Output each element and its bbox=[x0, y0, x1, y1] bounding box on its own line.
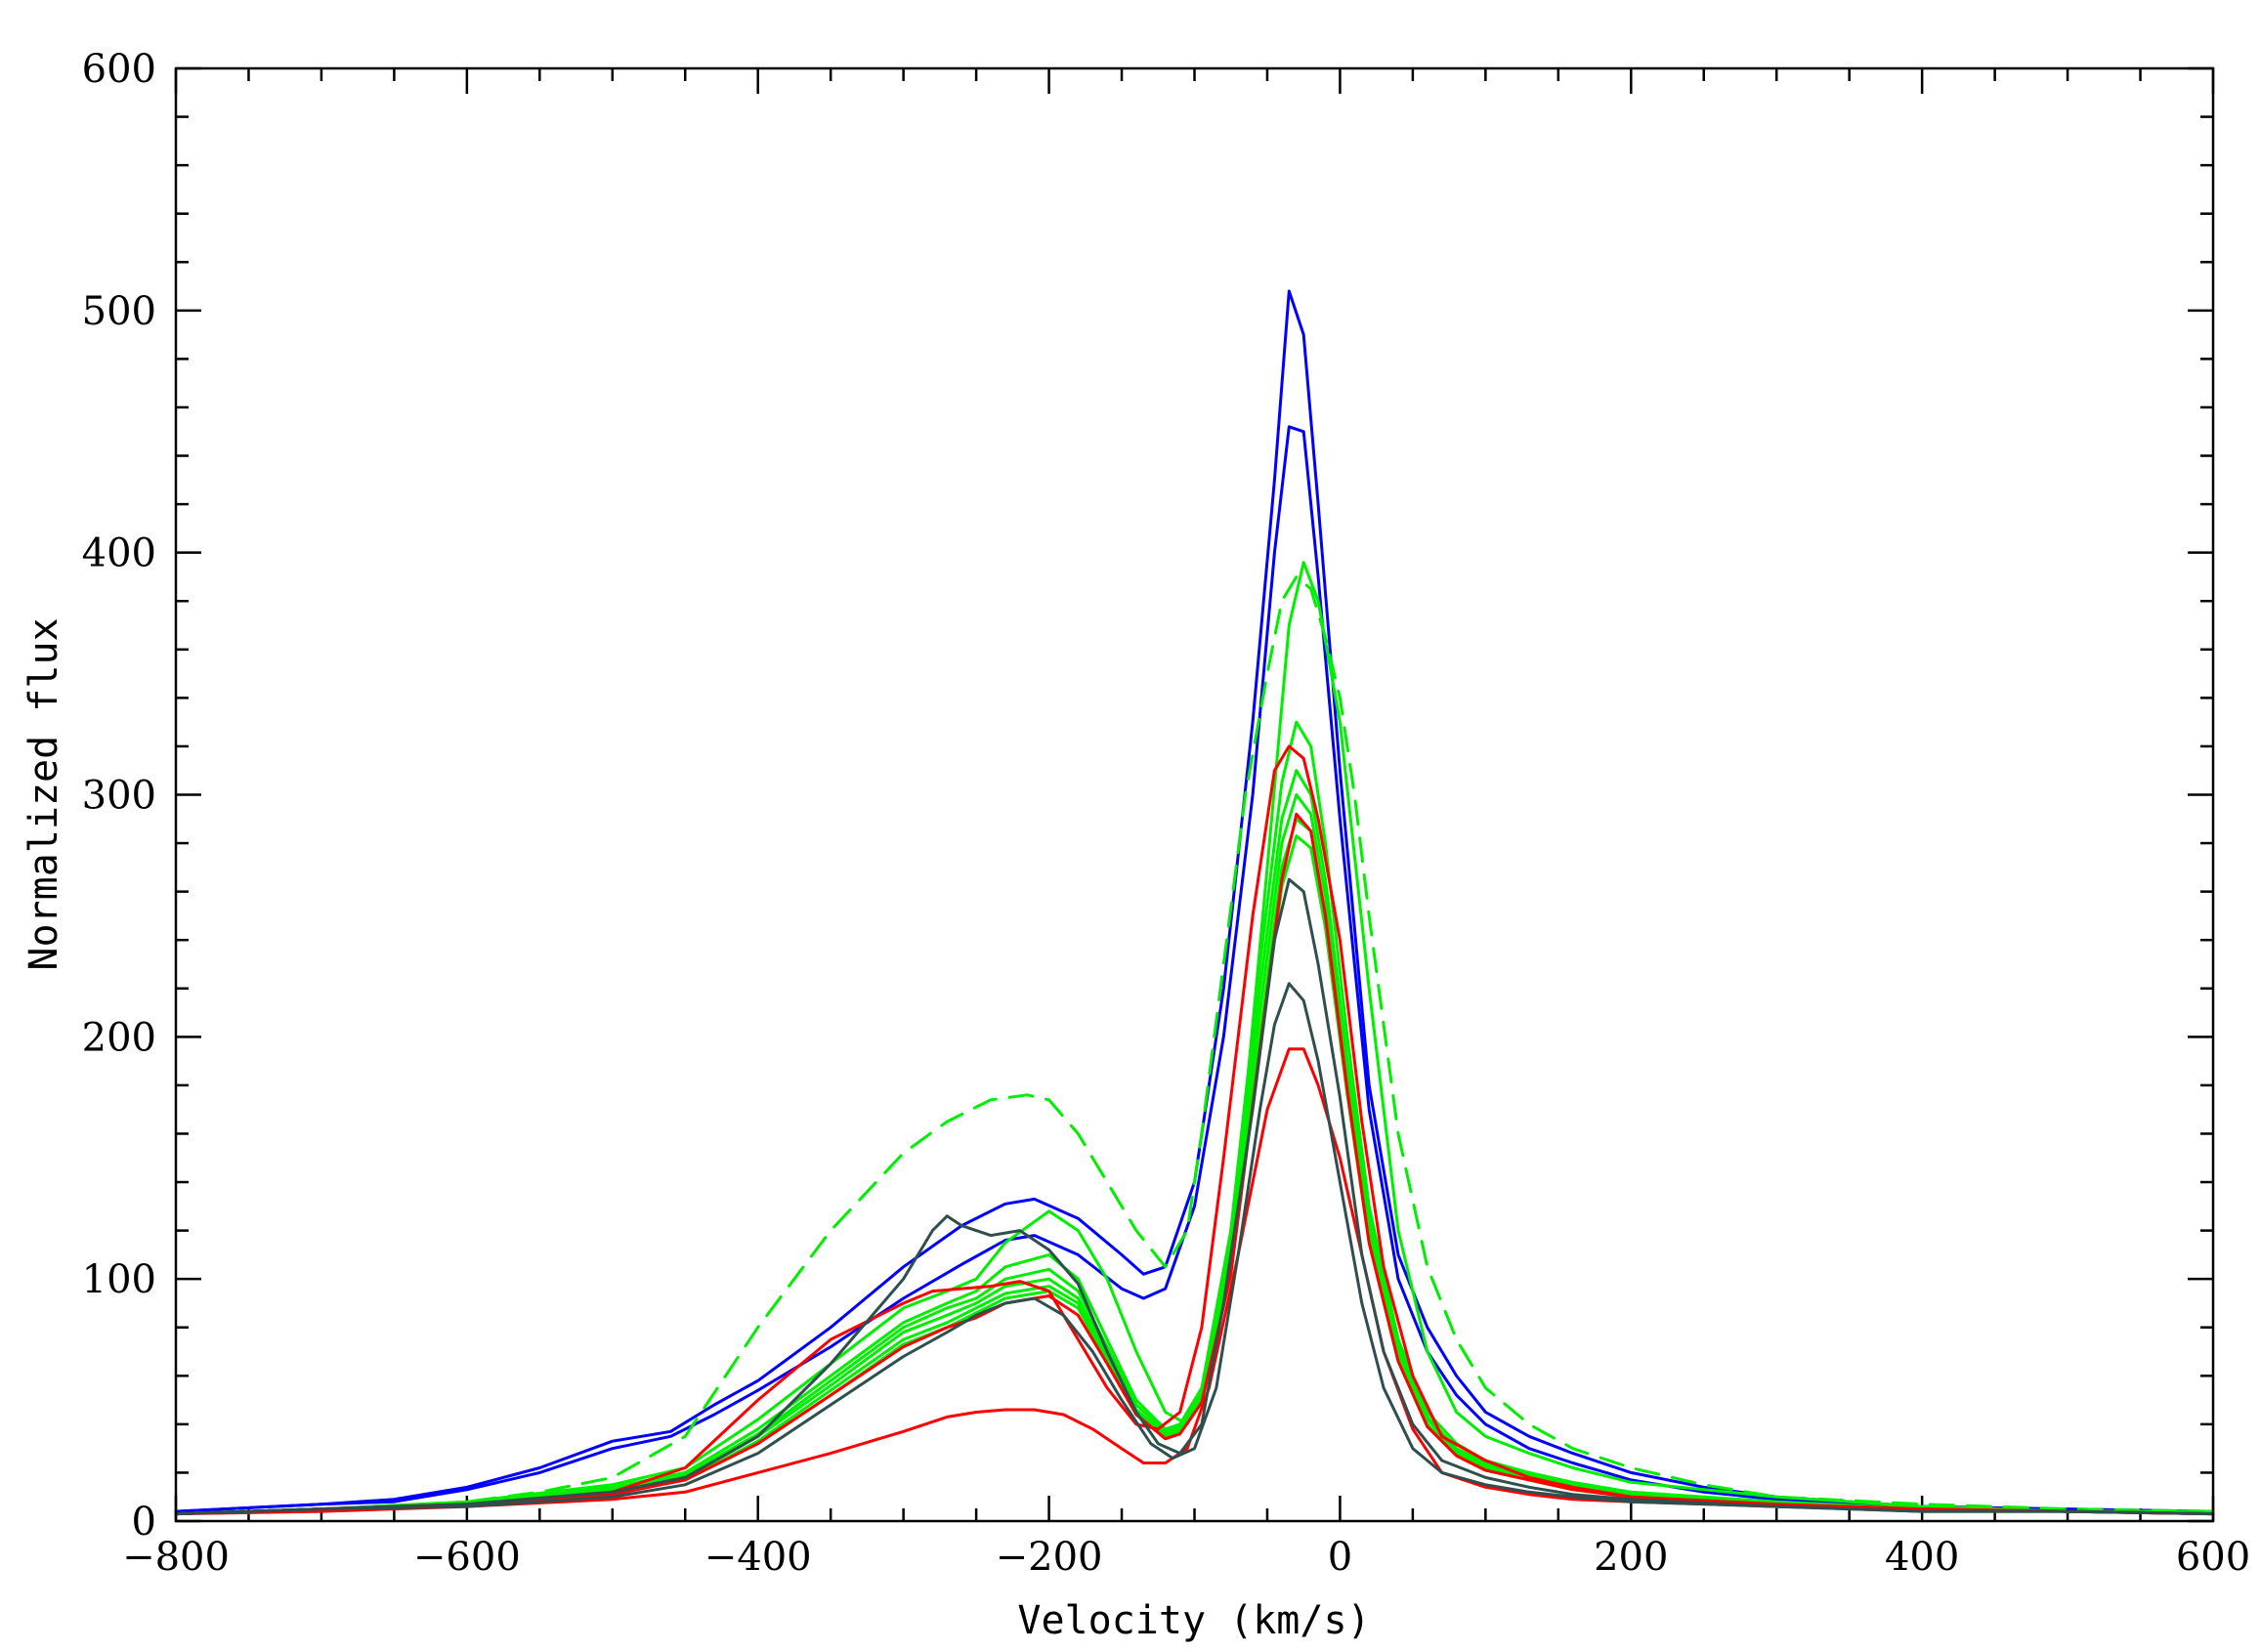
y-axis-label: Normalized flux bbox=[21, 617, 66, 970]
series-line-green-7 bbox=[174, 817, 2215, 1516]
x-tick-label: −600 bbox=[413, 1535, 521, 1580]
x-tick-label: 200 bbox=[1594, 1535, 1668, 1580]
x-tick-label: 0 bbox=[1328, 1535, 1352, 1580]
ticks-layer bbox=[174, 66, 2215, 1523]
y-tick-label: 200 bbox=[82, 1015, 156, 1060]
y-tick-label: 300 bbox=[82, 774, 156, 819]
series-line-red-10 bbox=[174, 812, 2215, 1516]
series-line-green-4 bbox=[174, 720, 2215, 1516]
x-tick-label: −400 bbox=[704, 1535, 812, 1580]
series-line-dark-13 bbox=[174, 982, 2215, 1516]
series-line-green-6 bbox=[174, 793, 2215, 1516]
labels-layer: −800 −600 −400 −200 0 200 400 600 0 100 200 300 400 5… bbox=[82, 47, 2251, 1580]
series-line-red-11 bbox=[174, 1047, 2215, 1516]
y-tick-label: 0 bbox=[132, 1500, 156, 1545]
x-axis-label: Velocity (km/s) bbox=[1017, 1598, 1370, 1643]
series-line-dark-12 bbox=[174, 877, 2215, 1516]
series-line-green-3 bbox=[174, 561, 2215, 1516]
series-line-green-2 bbox=[174, 574, 2215, 1516]
series-line-green-5 bbox=[174, 769, 2215, 1516]
y-tick-label: 100 bbox=[82, 1257, 156, 1302]
y-tick-label: 600 bbox=[82, 47, 156, 92]
x-tick-label: −800 bbox=[122, 1535, 230, 1580]
series-line-blue-1 bbox=[174, 425, 2215, 1513]
y-tick-label: 500 bbox=[82, 289, 156, 334]
x-tick-label: 600 bbox=[2176, 1535, 2250, 1580]
series-line-blue-0 bbox=[174, 289, 2215, 1513]
series-line-red-9 bbox=[174, 744, 2215, 1516]
y-tick-label: 400 bbox=[82, 531, 156, 576]
series-layer bbox=[174, 289, 2215, 1516]
x-tick-label: −200 bbox=[996, 1535, 1103, 1580]
x-tick-label: 400 bbox=[1885, 1535, 1959, 1580]
plot-frame bbox=[174, 66, 2215, 1523]
